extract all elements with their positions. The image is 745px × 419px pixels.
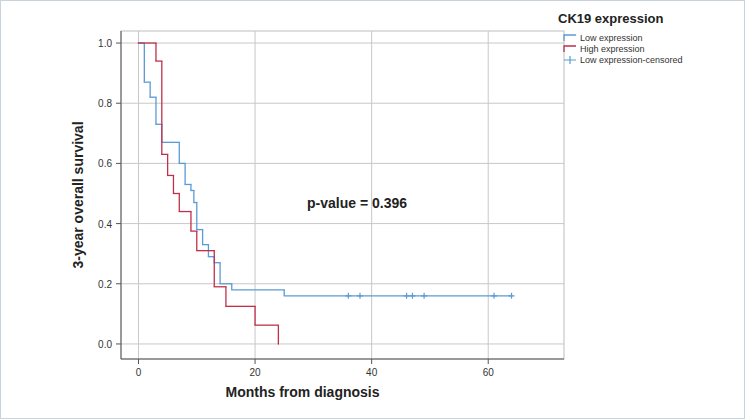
- step-drop: [161, 61, 162, 154]
- censor-mark: [421, 293, 427, 299]
- grid-line: [121, 163, 564, 164]
- tick-mark: [116, 103, 121, 104]
- annotation: p-value = 0.396: [307, 195, 407, 211]
- step-segment: [162, 154, 168, 155]
- tick-mark: [255, 359, 256, 364]
- step-drop: [254, 306, 255, 325]
- step-drop: [193, 190, 194, 202]
- grid-line: [121, 283, 564, 284]
- y-tick-label: 0.6: [98, 158, 112, 169]
- step-segment: [150, 97, 156, 98]
- legend-label: Low expression-censored: [580, 55, 683, 65]
- step-drop: [219, 263, 220, 284]
- x-tick-label: 60: [483, 367, 495, 378]
- grid-line: [121, 43, 564, 44]
- step-drop: [149, 82, 150, 97]
- grid-line: [138, 31, 139, 359]
- tick-mark: [116, 223, 121, 224]
- censor-mark: [491, 293, 497, 299]
- grid-line: [121, 343, 564, 344]
- step-drop: [231, 284, 232, 290]
- grid-line: [121, 223, 564, 224]
- step-segment: [156, 124, 162, 125]
- tick-mark: [116, 343, 121, 344]
- step-segment: [162, 142, 179, 143]
- step-drop: [284, 290, 285, 296]
- step-segment: [203, 244, 209, 245]
- x-axis-label: Months from diagnosis: [226, 384, 380, 400]
- legend-swatch: [564, 46, 576, 52]
- y-axis-label: 3-year overall survival: [70, 121, 86, 268]
- step-drop: [225, 287, 226, 307]
- step-segment: [185, 184, 191, 185]
- censor-mark: [509, 293, 515, 299]
- censor-mark: [345, 293, 351, 299]
- y-tick-label: 0.8: [98, 98, 112, 109]
- y-tick-label: 0.2: [98, 279, 112, 290]
- step-segment: [214, 286, 226, 287]
- tick-mark: [116, 163, 121, 164]
- x-tick-label: 40: [366, 367, 378, 378]
- step-segment: [197, 229, 203, 230]
- y-tick-label: 0.4: [98, 219, 112, 230]
- step-drop: [202, 230, 203, 245]
- step-drop: [214, 251, 215, 287]
- step-segment: [284, 295, 511, 296]
- step-drop: [179, 193, 180, 211]
- step-segment: [191, 230, 197, 231]
- step-segment: [197, 250, 214, 251]
- step-segment: [179, 211, 191, 212]
- tick-mark: [488, 359, 489, 364]
- grid-line: [255, 31, 256, 359]
- step-segment: [156, 60, 162, 61]
- legend-label: High expression: [580, 44, 645, 54]
- censor-mark: [357, 293, 363, 299]
- step-segment: [226, 306, 255, 307]
- x-axis: [121, 359, 564, 360]
- chart-svg: 0.0 0.2 0.4 0.6 0.8 1.0 0 20 40 60 Months from dia…: [1, 1, 744, 418]
- grid-line: [121, 103, 564, 104]
- plot-frame: [121, 31, 564, 359]
- legend-label: Low expression: [580, 33, 643, 43]
- censor-mark: [404, 293, 410, 299]
- step-segment: [214, 262, 220, 263]
- tick-mark: [116, 43, 121, 44]
- step-segment: [220, 283, 232, 284]
- chart-container: 0.0 0.2 0.4 0.6 0.8 1.0 0 20 40 60 Months from dia…: [0, 0, 745, 419]
- step-drop: [173, 175, 174, 193]
- y-tick-label: 1.0: [98, 38, 112, 49]
- legend-title: CK19 expression: [558, 11, 664, 26]
- tick-mark: [138, 359, 139, 364]
- step-drop: [179, 142, 180, 163]
- step-drop: [190, 212, 191, 232]
- step-segment: [232, 289, 284, 290]
- step-drop: [184, 163, 185, 184]
- step-segment: [208, 256, 214, 257]
- step-segment: [173, 193, 179, 194]
- step-segment: [168, 175, 174, 176]
- step-drop: [190, 184, 191, 190]
- y-tick-label: 0.0: [98, 339, 112, 350]
- step-drop: [196, 203, 197, 230]
- step-drop: [196, 231, 197, 251]
- x-tick-label: 20: [250, 367, 262, 378]
- step-segment: [179, 163, 185, 164]
- step-drop: [155, 43, 156, 61]
- step-segment: [255, 324, 278, 325]
- step-drop: [144, 43, 145, 82]
- y-axis: [121, 31, 122, 359]
- step-drop: [155, 97, 156, 124]
- step-drop: [167, 154, 168, 175]
- legend-swatch: [564, 56, 576, 64]
- tick-mark: [116, 283, 121, 284]
- legend-swatch: [564, 35, 576, 41]
- step-segment: [144, 82, 150, 83]
- censor-mark: [409, 293, 415, 299]
- grid-line: [488, 31, 489, 359]
- x-tick-label: 0: [136, 367, 142, 378]
- plot-area: [138, 43, 514, 344]
- step-drop: [278, 325, 279, 344]
- tick-mark: [371, 359, 372, 364]
- step-segment: [138, 42, 155, 43]
